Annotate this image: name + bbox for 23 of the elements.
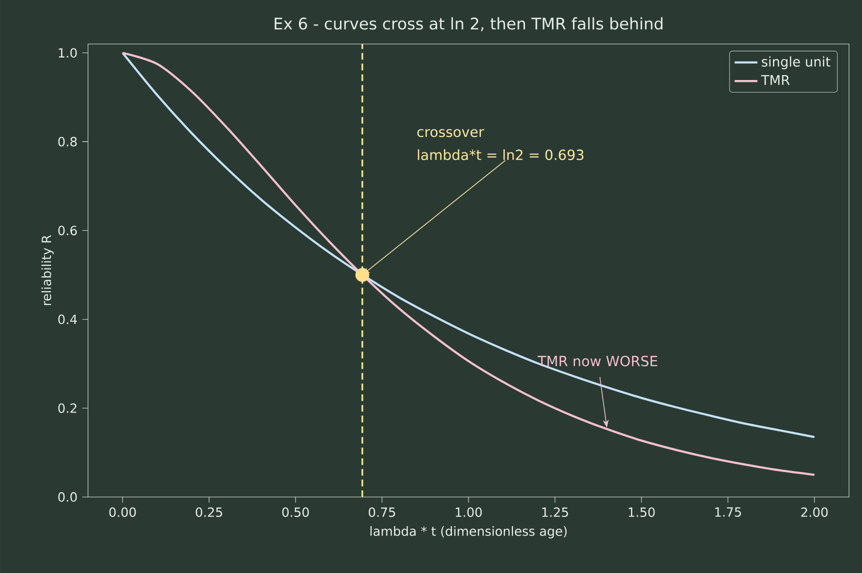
x-tick-label: 0.50 — [282, 507, 309, 517]
x-tick-label: 1.50 — [628, 507, 655, 517]
x-tick-label: 1.25 — [542, 507, 568, 517]
y-tick-label: 0.6 — [58, 226, 77, 236]
annotation: crossover — [417, 129, 484, 138]
y-tick-label: 0.2 — [58, 403, 76, 413]
x-tick-label: 0.00 — [109, 507, 136, 517]
x-tick-label: 0.25 — [196, 507, 222, 517]
y-axis-title: reliability R — [41, 235, 54, 306]
legend-label: TMR — [761, 75, 790, 85]
chart-title: Ex 6 - curves cross at ln 2, then TMR falls behind — [274, 17, 662, 32]
x-tick-label: 1.75 — [715, 507, 741, 517]
legend-label: single unit — [762, 56, 830, 70]
x-tick-label: 2.00 — [801, 507, 828, 517]
y-tick-label: 0.4 — [58, 314, 77, 324]
y-tick-label: 0.8 — [58, 136, 77, 146]
y-tick-label: 1.0 — [58, 48, 77, 58]
x-tick-label: 0.75 — [368, 507, 396, 517]
annotation: TMR now WORSE — [538, 356, 658, 366]
x-axis-title: lambda * t (dimensionless age) — [370, 526, 567, 538]
x-tick-label: 1.00 — [456, 507, 482, 517]
y-tick-label: 0.0 — [58, 492, 77, 502]
annotation: lambda*t = ln2 = 0.693 — [418, 149, 584, 160]
